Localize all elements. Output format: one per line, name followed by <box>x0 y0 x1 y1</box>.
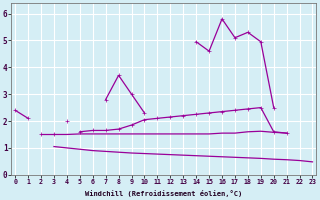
X-axis label: Windchill (Refroidissement éolien,°C): Windchill (Refroidissement éolien,°C) <box>85 190 243 197</box>
